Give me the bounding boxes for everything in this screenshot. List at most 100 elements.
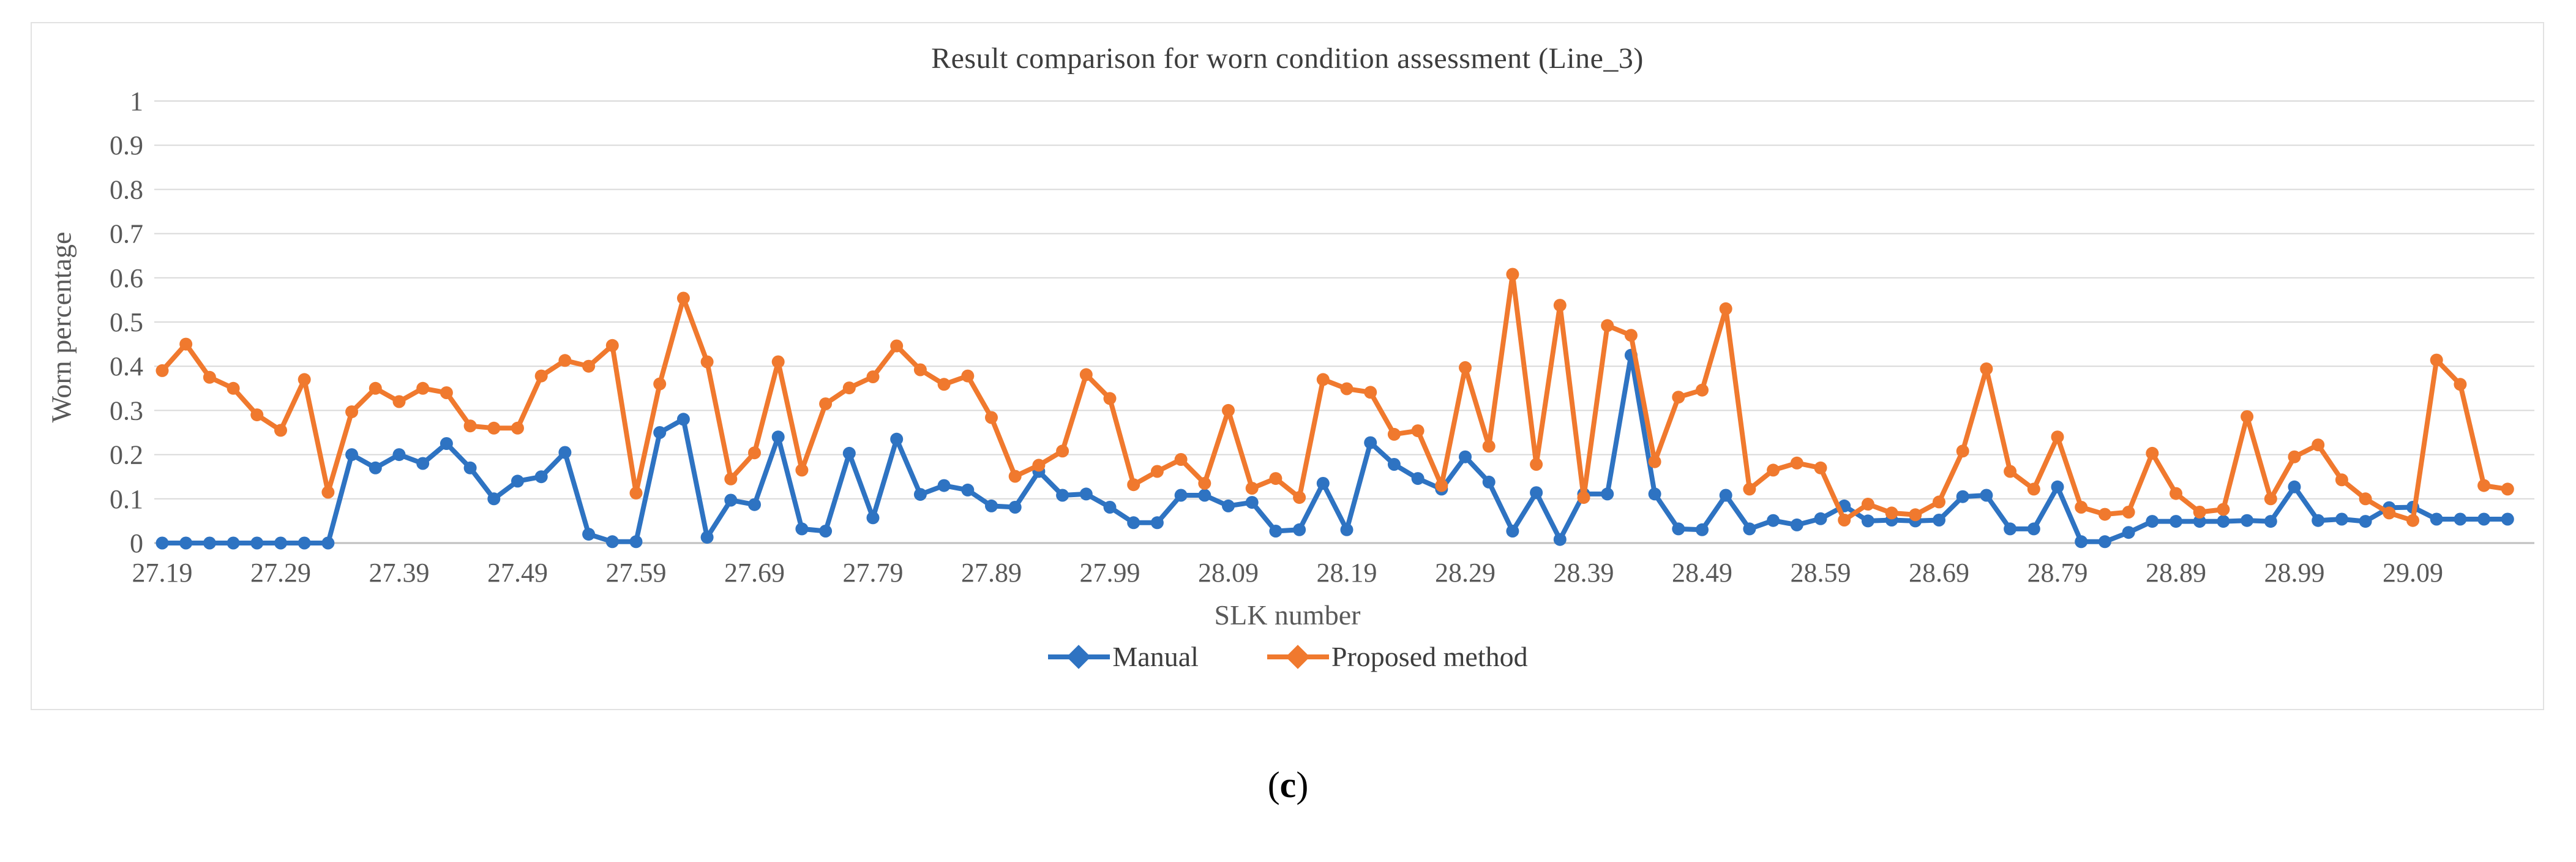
data-point-manual xyxy=(558,446,572,459)
data-point-manual xyxy=(227,536,240,550)
data-point-proposed-method xyxy=(2004,465,2017,478)
x-tick-label: 29.09 xyxy=(2383,558,2443,588)
data-point-proposed-method xyxy=(1127,478,1140,492)
data-point-proposed-method xyxy=(321,485,335,499)
data-point-manual xyxy=(2217,515,2230,528)
data-point-proposed-method xyxy=(913,363,927,377)
x-tick-label: 27.19 xyxy=(132,558,193,588)
x-tick-label: 28.79 xyxy=(2027,558,2088,588)
data-point-proposed-method xyxy=(1198,477,1211,490)
data-point-proposed-method xyxy=(1743,482,1756,496)
series-line-manual xyxy=(160,353,2510,545)
data-point-proposed-method xyxy=(2051,430,2064,444)
x-tick-label: 28.29 xyxy=(1435,558,1496,588)
data-point-manual xyxy=(1506,525,1519,538)
data-point-proposed-method xyxy=(2122,506,2135,519)
data-point-manual xyxy=(534,470,548,484)
data-point-proposed-method xyxy=(1553,299,1567,312)
data-point-proposed-method xyxy=(1008,470,1022,483)
x-tick-label: 28.59 xyxy=(1791,558,1851,588)
x-tick-label: 28.99 xyxy=(2264,558,2325,588)
data-point-manual xyxy=(1482,475,1496,489)
data-point-proposed-method xyxy=(985,411,998,424)
data-point-manual xyxy=(819,525,833,538)
data-point-proposed-method xyxy=(842,381,856,395)
data-point-proposed-method xyxy=(2312,438,2325,452)
data-point-proposed-method xyxy=(819,397,833,411)
data-point-proposed-method xyxy=(961,369,975,383)
data-point-manual xyxy=(1861,514,1874,528)
x-tick-label: 28.49 xyxy=(1672,558,1732,588)
x-tick-label: 27.59 xyxy=(606,558,667,588)
data-point-manual xyxy=(1980,489,1993,502)
data-point-manual xyxy=(1198,489,1211,502)
data-point-proposed-method xyxy=(2477,479,2491,492)
data-point-manual xyxy=(724,493,738,507)
x-tick-label: 27.89 xyxy=(961,558,1022,588)
data-point-manual xyxy=(629,535,643,549)
data-point-manual xyxy=(771,430,785,444)
data-point-manual xyxy=(2454,512,2467,526)
data-point-manual xyxy=(1008,501,1022,514)
data-point-manual xyxy=(179,536,193,550)
data-point-proposed-method xyxy=(1222,403,1235,417)
y-tick-label: 0.9 xyxy=(110,130,143,160)
data-point-proposed-method xyxy=(558,354,572,367)
data-point-proposed-method xyxy=(227,381,240,395)
data-point-proposed-method xyxy=(392,395,406,408)
data-point-manual xyxy=(2288,480,2301,493)
data-point-proposed-method xyxy=(1269,472,1282,485)
data-point-proposed-method xyxy=(1696,383,1709,397)
data-point-proposed-method xyxy=(2098,508,2111,521)
data-point-proposed-method xyxy=(2241,410,2254,423)
data-point-proposed-method xyxy=(274,424,287,437)
data-point-manual xyxy=(2146,515,2159,528)
data-point-proposed-method xyxy=(2075,501,2088,514)
data-point-manual xyxy=(1530,486,1543,500)
data-point-proposed-method xyxy=(1885,506,1898,520)
data-point-manual xyxy=(1719,489,1732,502)
series-line-proposed-method xyxy=(160,272,2510,523)
data-point-manual xyxy=(274,536,287,550)
data-point-proposed-method xyxy=(1482,440,1496,453)
data-point-manual xyxy=(653,426,667,439)
y-tick-label: 0.3 xyxy=(110,395,143,425)
data-point-proposed-method xyxy=(1411,424,1425,438)
data-point-manual xyxy=(1293,523,1306,536)
y-tick-label: 0.2 xyxy=(110,440,143,470)
data-point-manual xyxy=(2359,515,2372,528)
data-point-proposed-method xyxy=(1293,491,1306,504)
data-point-proposed-method xyxy=(416,381,430,395)
data-point-proposed-method xyxy=(1814,461,1827,474)
data-point-manual xyxy=(440,437,453,450)
data-point-proposed-method xyxy=(1767,463,1780,477)
data-point-proposed-method xyxy=(511,421,524,435)
data-point-manual xyxy=(2193,515,2206,528)
data-point-manual xyxy=(463,461,477,474)
data-point-proposed-method xyxy=(1980,362,1993,375)
data-point-manual xyxy=(1933,514,1945,527)
data-point-manual xyxy=(1174,489,1188,502)
data-point-proposed-method xyxy=(1150,465,1164,478)
data-point-proposed-method xyxy=(1340,382,1354,395)
data-point-proposed-method xyxy=(2264,492,2277,506)
legend-label-manual: Manual xyxy=(1112,641,1199,672)
y-tick-label: 0.8 xyxy=(110,174,143,204)
data-point-proposed-method xyxy=(1861,498,1874,511)
y-axis-title: Worn percentage xyxy=(45,231,77,423)
data-point-manual xyxy=(2122,526,2135,539)
data-point-manual xyxy=(2312,514,2325,527)
data-point-manual xyxy=(700,531,714,544)
data-point-proposed-method xyxy=(1648,455,1661,468)
data-point-proposed-method xyxy=(1672,391,1685,404)
data-point-proposed-method xyxy=(2193,506,2206,519)
data-point-proposed-method xyxy=(2430,353,2443,367)
x-tick-label: 27.49 xyxy=(487,558,548,588)
legend-label-proposed-method: Proposed method xyxy=(1331,641,1528,672)
data-point-proposed-method xyxy=(1933,495,1945,509)
y-tick-label: 0.7 xyxy=(110,219,143,249)
data-point-proposed-method xyxy=(2501,482,2514,496)
data-point-proposed-method xyxy=(676,291,690,305)
data-point-manual xyxy=(2335,512,2348,526)
